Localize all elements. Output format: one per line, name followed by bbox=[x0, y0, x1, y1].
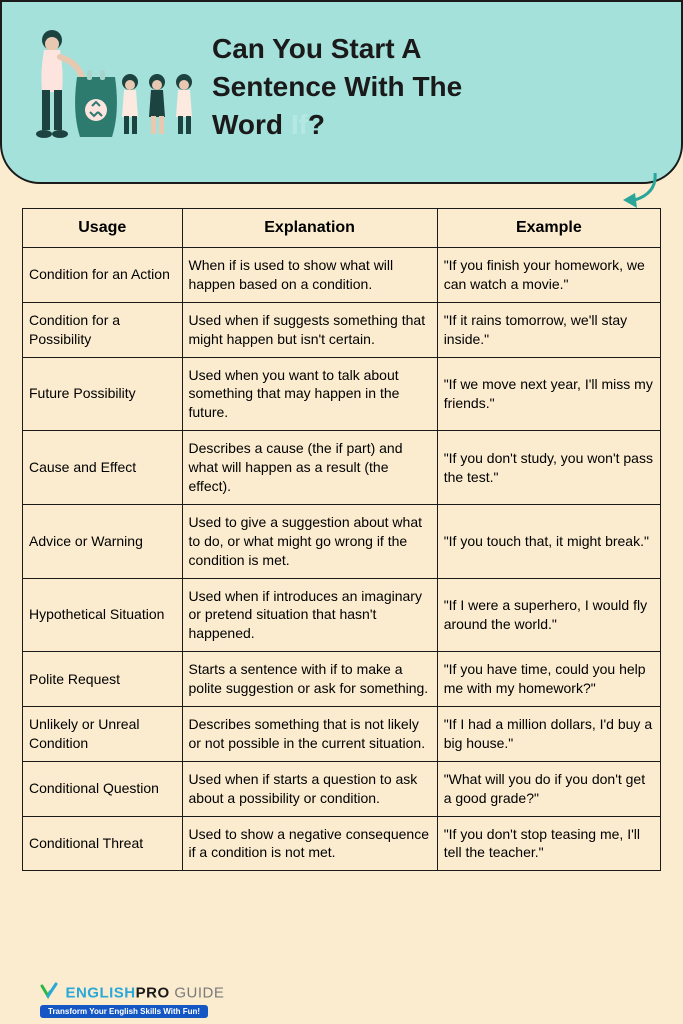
logo-mark-icon bbox=[40, 982, 58, 1005]
cell-usage: Cause and Effect bbox=[23, 431, 183, 505]
table-row: Hypothetical SituationUsed when if intro… bbox=[23, 578, 661, 652]
cell-explanation: Describes something that is not likely o… bbox=[182, 707, 437, 762]
title-highlight-word: If bbox=[291, 109, 308, 140]
logo-text-pro: PRO bbox=[136, 985, 170, 1002]
cell-example: "If it rains tomorrow, we'll stay inside… bbox=[437, 302, 660, 357]
table-row: Conditional ThreatUsed to show a negativ… bbox=[23, 816, 661, 871]
title-line-2: Sentence With The bbox=[212, 71, 462, 102]
cell-example: "If I had a million dollars, I'd buy a b… bbox=[437, 707, 660, 762]
table-row: Conditional QuestionUsed when if starts … bbox=[23, 761, 661, 816]
cell-explanation: When if is used to show what will happen… bbox=[182, 248, 437, 303]
cell-usage: Conditional Threat bbox=[23, 816, 183, 871]
logo-text-english: ENGLISH bbox=[65, 985, 135, 1002]
cell-explanation: Used when if suggests something that mig… bbox=[182, 302, 437, 357]
cell-explanation: Used when if starts a question to ask ab… bbox=[182, 761, 437, 816]
cell-usage: Polite Request bbox=[23, 652, 183, 707]
col-header-explanation: Explanation bbox=[182, 209, 437, 248]
table-row: Polite RequestStarts a sentence with if … bbox=[23, 652, 661, 707]
cell-usage: Conditional Question bbox=[23, 761, 183, 816]
cell-explanation: Describes a cause (the if part) and what… bbox=[182, 431, 437, 505]
cell-example: "If you touch that, it might break." bbox=[437, 504, 660, 578]
col-header-usage: Usage bbox=[23, 209, 183, 248]
title-line-3-post: ? bbox=[308, 109, 325, 140]
footer-logo: ENGLISHPRO GUIDE Transform Your English … bbox=[40, 982, 224, 1018]
cell-usage: Condition for a Possibility bbox=[23, 302, 183, 357]
cell-example: "If you finish your homework, we can wat… bbox=[437, 248, 660, 303]
cell-usage: Condition for an Action bbox=[23, 248, 183, 303]
cell-example: "If you don't stop teasing me, I'll tell… bbox=[437, 816, 660, 871]
cell-explanation: Used to show a negative consequence if a… bbox=[182, 816, 437, 871]
cell-example: "If I were a superhero, I would fly arou… bbox=[437, 578, 660, 652]
table-container: Usage Explanation Example Condition for … bbox=[0, 184, 683, 881]
cell-usage: Unlikely or Unreal Condition bbox=[23, 707, 183, 762]
cell-usage: Advice or Warning bbox=[23, 504, 183, 578]
title-line-3-pre: Word bbox=[212, 109, 291, 140]
header-banner: Can You Start A Sentence With The Word I… bbox=[0, 0, 683, 184]
table-header-row: Usage Explanation Example bbox=[23, 209, 661, 248]
cell-explanation: Starts a sentence with if to make a poli… bbox=[182, 652, 437, 707]
logo-tagline: Transform Your English Skills With Fun! bbox=[40, 1005, 208, 1018]
table-row: Condition for a PossibilityUsed when if … bbox=[23, 302, 661, 357]
table-row: Advice or WarningUsed to give a suggesti… bbox=[23, 504, 661, 578]
cell-example: "If you don't study, you won't pass the … bbox=[437, 431, 660, 505]
recycling-illustration bbox=[22, 22, 202, 152]
cell-explanation: Used when if introduces an imaginary or … bbox=[182, 578, 437, 652]
cell-example: "If you have time, could you help me wit… bbox=[437, 652, 660, 707]
cell-usage: Future Possibility bbox=[23, 357, 183, 431]
cell-example: "What will you do if you don't get a goo… bbox=[437, 761, 660, 816]
cell-explanation: Used to give a suggestion about what to … bbox=[182, 504, 437, 578]
table-row: Unlikely or Unreal ConditionDescribes so… bbox=[23, 707, 661, 762]
cell-usage: Hypothetical Situation bbox=[23, 578, 183, 652]
table-row: Future PossibilityUsed when you want to … bbox=[23, 357, 661, 431]
table-row: Condition for an ActionWhen if is used t… bbox=[23, 248, 661, 303]
logo-text-guide: GUIDE bbox=[170, 985, 225, 1002]
usage-table: Usage Explanation Example Condition for … bbox=[22, 208, 661, 871]
table-row: Cause and EffectDescribes a cause (the i… bbox=[23, 431, 661, 505]
cell-explanation: Used when you want to talk about somethi… bbox=[182, 357, 437, 431]
curved-arrow-icon bbox=[615, 168, 665, 218]
page-title: Can You Start A Sentence With The Word I… bbox=[212, 22, 462, 143]
cell-example: "If we move next year, I'll miss my frie… bbox=[437, 357, 660, 431]
title-line-1: Can You Start A bbox=[212, 33, 422, 64]
